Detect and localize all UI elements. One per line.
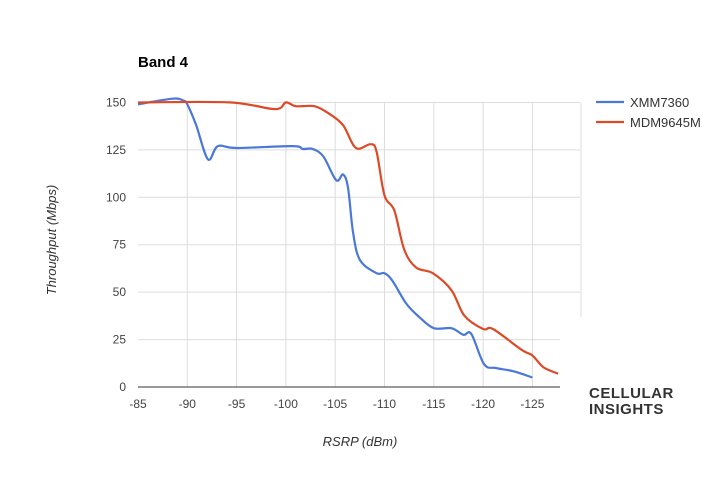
x-tick-label: -125 (520, 397, 544, 411)
x-tick-label: -115 (422, 397, 445, 411)
logo: CELLULAR INSIGHTS (589, 385, 674, 418)
x-tick-label: -85 (129, 397, 147, 411)
x-tick-label: -120 (471, 397, 495, 411)
x-tick-label: -105 (323, 397, 347, 411)
logo-line1: CELLULAR (589, 385, 674, 402)
y-tick-label: 50 (113, 285, 127, 299)
chart-title: Band 4 (138, 54, 189, 71)
tick-labels: -85 -90 -95 -100 -105 -110 -115 -120 -125 0 25 50 75… (106, 95, 545, 411)
legend-label: MDM9645M (630, 115, 701, 130)
x-tick-label: -110 (373, 397, 396, 411)
x-axis-label: RSRP (dBm) (323, 434, 398, 449)
y-tick-label: 0 (119, 380, 126, 394)
legend-label: XMM7360 (630, 95, 689, 110)
series-lines (137, 97, 559, 379)
series-line-xmm7360 (137, 97, 533, 379)
x-tick-label: -90 (179, 397, 197, 411)
y-tick-label: 150 (106, 95, 126, 109)
y-tick-label: 125 (106, 143, 126, 157)
x-tick-label: -100 (274, 397, 298, 411)
grid (138, 101, 582, 388)
y-tick-label: 75 (113, 238, 127, 252)
x-tick-label: -95 (228, 397, 246, 411)
y-tick-label: 100 (106, 190, 126, 204)
y-tick-label: 25 (113, 333, 127, 347)
logo-line2: INSIGHTS (589, 401, 664, 418)
legend: XMM7360 MDM9645M (596, 95, 701, 130)
series-line-mdm9645m (137, 100, 559, 375)
y-axis-label: Throughput (Mbps) (44, 185, 59, 296)
